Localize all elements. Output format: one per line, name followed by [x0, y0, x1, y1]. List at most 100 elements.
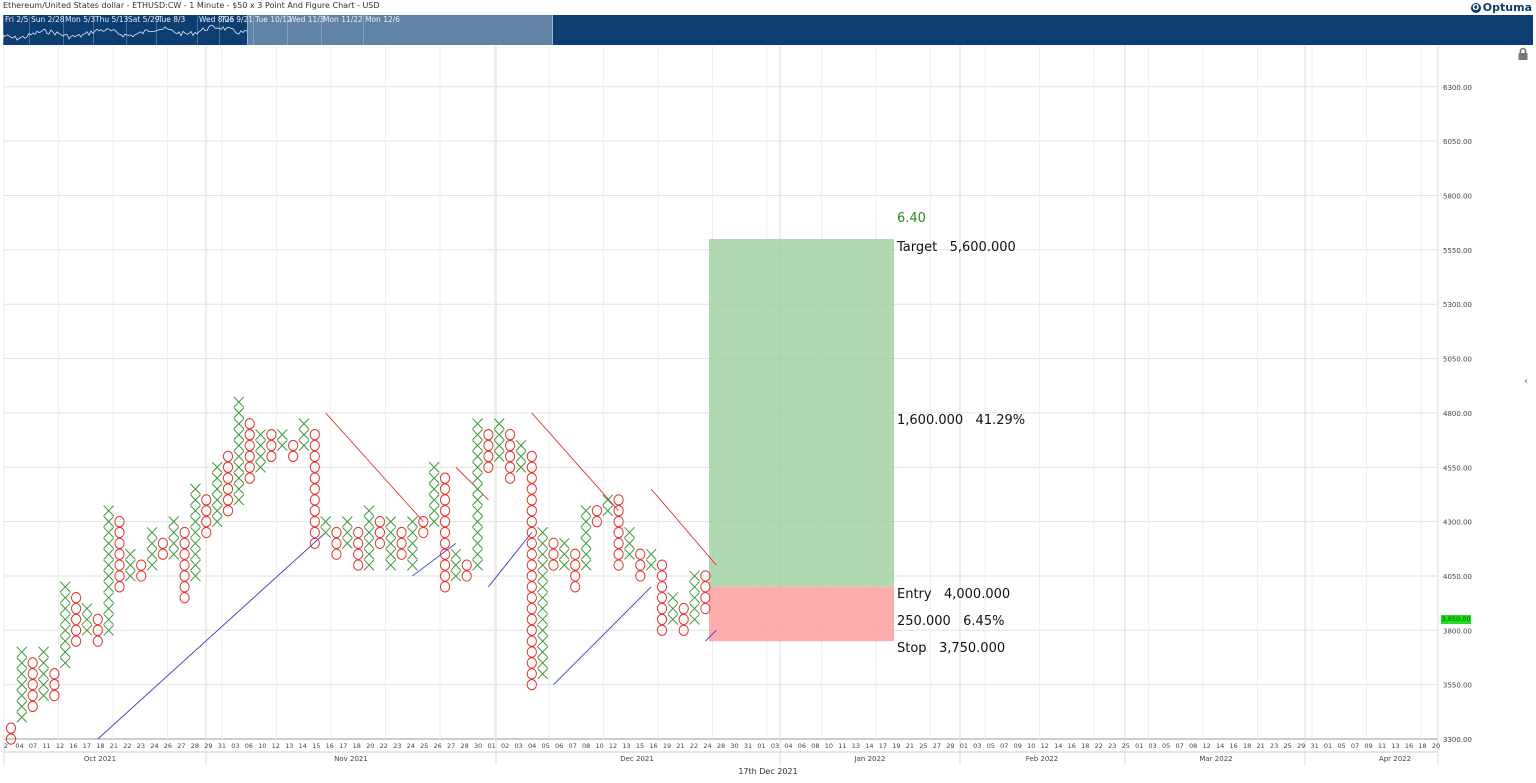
- x-tick-label: 26: [434, 742, 442, 750]
- y-tick-label: 6300.00: [1443, 84, 1472, 92]
- x-column: [146, 526, 158, 571]
- x-tick-label: 19: [663, 742, 671, 750]
- o-box: [526, 668, 537, 680]
- o-box: [353, 537, 364, 549]
- navigator-divider: [3, 15, 4, 45]
- o-box: [483, 429, 494, 441]
- x-tick-label: 11: [838, 742, 846, 750]
- o-column: [92, 613, 103, 647]
- o-box: [396, 537, 407, 549]
- o-box: [5, 722, 17, 734]
- o-box: [526, 592, 537, 604]
- o-box: [439, 515, 451, 528]
- o-column: [27, 657, 38, 713]
- o-box: [700, 570, 711, 582]
- o-box: [309, 515, 320, 528]
- x-tick-label: 05: [987, 742, 995, 750]
- x-column: [363, 505, 375, 571]
- o-column: [266, 429, 277, 463]
- x-box: [472, 559, 483, 571]
- x-box: [255, 429, 266, 441]
- o-box: [396, 526, 407, 539]
- x-box: [190, 559, 201, 571]
- x-tick-label: 07: [1176, 742, 1184, 750]
- o-box: [505, 450, 516, 463]
- o-box: [656, 602, 668, 615]
- o-box: [439, 483, 451, 495]
- o-box: [71, 602, 82, 615]
- x-tick-label: 08: [582, 742, 590, 750]
- x-box: [190, 548, 201, 560]
- navigator-date-label: Tue 9/21: [221, 15, 254, 24]
- o-box: [526, 570, 537, 582]
- o-column: [5, 722, 17, 745]
- x-tick-label: 11: [42, 742, 50, 750]
- x-tick-label: 06: [798, 742, 806, 750]
- time-navigator[interactable]: Fri 2/5 Sun 2/28 Mon 5/3 Thu 5/13 Sat 5/29 Tu…: [3, 15, 1533, 45]
- navigator-divider: [197, 15, 198, 45]
- x-column: [450, 548, 462, 582]
- stop-zone: [709, 586, 894, 642]
- x-tick-label: 22: [690, 742, 698, 750]
- x-box: [385, 548, 397, 560]
- o-box: [461, 570, 472, 582]
- month-label: Mar 2022: [1199, 755, 1232, 763]
- y-tick-label: 4050.00: [1443, 573, 1472, 581]
- o-box: [591, 505, 603, 517]
- x-box: [537, 570, 549, 582]
- y-tick-label: 3300.00: [1443, 736, 1472, 744]
- risk-reward-ratio: 6.40: [897, 211, 926, 226]
- o-column: [505, 429, 516, 484]
- o-box: [526, 602, 537, 615]
- x-box: [59, 624, 71, 636]
- o-box: [179, 537, 190, 549]
- x-tick-label: 21: [906, 742, 914, 750]
- o-box: [222, 483, 234, 495]
- x-tick-label: 29: [1297, 742, 1305, 750]
- o-box: [678, 613, 689, 626]
- x-box: [59, 581, 71, 593]
- x-tick-label: 26: [164, 742, 172, 750]
- x-tick-label: 23: [393, 742, 401, 750]
- o-box: [700, 602, 711, 615]
- support-trendline: [97, 532, 326, 740]
- x-box: [103, 548, 115, 560]
- x-box: [103, 592, 115, 604]
- optuma-logo: O Optuma: [1470, 1, 1532, 14]
- x-tick-label: 18: [353, 742, 361, 750]
- x-tick-label: 01: [960, 742, 968, 750]
- x-tick-label: 12: [1203, 742, 1211, 750]
- navigator-window[interactable]: [247, 15, 553, 45]
- o-box: [656, 592, 668, 604]
- x-box: [537, 657, 549, 669]
- o-box: [331, 526, 342, 539]
- o-box: [114, 526, 125, 539]
- x-column: [233, 396, 245, 506]
- o-box: [309, 429, 320, 441]
- lock-icon[interactable]: [1516, 46, 1530, 60]
- x-box: [103, 537, 115, 549]
- x-box: [233, 440, 245, 451]
- x-tick-label: 13: [852, 742, 860, 750]
- o-column: [353, 526, 364, 571]
- o-box: [179, 581, 190, 593]
- x-box: [385, 559, 397, 571]
- x-tick-label: 19: [892, 742, 900, 750]
- o-box: [439, 570, 451, 582]
- x-box: [320, 526, 332, 538]
- x-tick-label: 23: [1270, 742, 1278, 750]
- x-box: [385, 526, 397, 538]
- x-tick-label: 03: [231, 742, 239, 750]
- x-box: [190, 570, 201, 582]
- x-box: [103, 613, 115, 625]
- o-box: [656, 613, 668, 626]
- x-box: [493, 450, 505, 462]
- chevron-left-icon[interactable]: ‹: [1524, 376, 1528, 387]
- x-box: [211, 483, 223, 495]
- o-box: [71, 592, 82, 604]
- o-box: [49, 679, 60, 691]
- support-trendline: [705, 629, 717, 642]
- x-box: [472, 472, 483, 484]
- o-box: [570, 581, 581, 593]
